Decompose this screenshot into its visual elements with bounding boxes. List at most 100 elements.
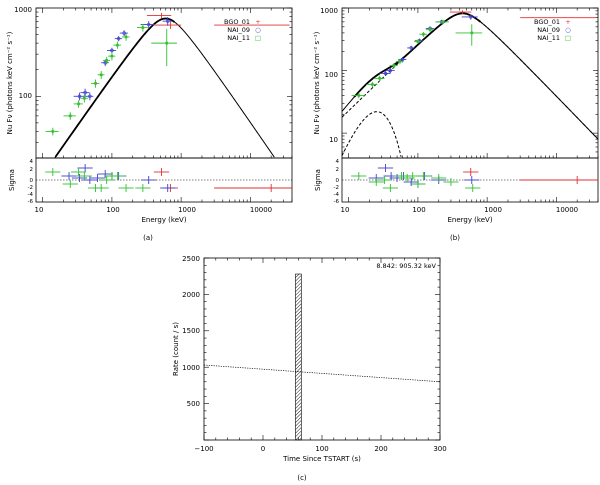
marker-nai09 [146,22,151,27]
panel-b: BGO_01 + NAI_09 ○ NAI_11 □ 10 100 1000 N… [313,7,599,242]
marker-nai09 [110,48,114,53]
panel-b-resid-tick-m6: -6 [334,199,340,205]
panel-c-x-tick-m100: −100 [194,445,213,453]
marker-nai11 [428,28,432,31]
marker-nai09 [88,94,92,98]
marker-nai11 [371,83,374,86]
marker-nai11 [94,82,97,85]
panel-b-resid-tick-4: 4 [336,159,340,165]
panel-b-x-tick-1000: 1000 [484,206,502,214]
panel-c-annotation: 8.842: 905.32 keV [376,262,436,270]
panel-a-y-label: Nu Fν (photons keV cm⁻² s⁻¹) [6,31,14,134]
panel-c-x-tick-100: 100 [315,445,328,453]
legend-symbol-bgo01: + [255,18,260,26]
panel-a-legend: BGO_01 + NAI_09 ○ NAI_11 □ [224,18,261,42]
panel-a-data-points [45,12,290,136]
panel-a-x-tick-100: 100 [106,206,119,214]
panel-a-x-tick-10: 10 [35,206,44,214]
legend-label-bgo01: BGO_01 [224,18,250,26]
marker-nai11 [116,43,119,47]
panel-b-resid-label: Sigma [314,169,322,191]
panel-c-y-label: Rate (count / s) [172,322,180,376]
marker-nai11 [416,40,420,43]
marker-nai11 [470,31,474,35]
panel-b-ticks [342,7,599,202]
marker-nai11 [99,73,103,77]
panel-c-y-tick-1500: 1500 [182,327,200,335]
panel-b-x-label: Energy (keV) [447,216,492,224]
panel-a-top-frame [35,7,293,159]
panel-b-resid-tick-m2: -2 [334,185,339,191]
marker-nai09 [409,46,413,50]
panel-a-x-tick-10000: 10000 [250,206,272,214]
marker-nai09 [122,31,126,35]
panel-a-resid-frame [35,157,293,203]
panel-b-x-tick-100: 100 [412,206,425,214]
marker-nai09 [469,15,473,19]
legend-label-bgo01: BGO_01 [534,18,560,26]
panel-b-y-tick-1000: 1000 [320,7,338,15]
model-curve-fit-range [353,12,481,98]
selected-interval [295,273,302,441]
panel-b-resid-tick-2: 2 [336,167,340,173]
marker-nai11 [124,35,128,39]
marker-nai11 [141,26,145,29]
panel-c-x-tick-200: 200 [374,445,387,453]
panel-c-caption: (c) [297,474,307,482]
panel-c-y-tick-500: 500 [187,400,200,408]
panel-b-y-tick-100: 100 [325,71,338,79]
panel-b-data-points [351,10,596,99]
panel-a-resid-tick-m4: -4 [28,192,34,198]
legend-symbol-nai09: ○ [255,26,261,34]
marker-nai11 [378,77,381,80]
panel-a-ticks [36,7,293,202]
marker-nai09 [388,68,393,73]
background-fit-line [203,364,441,383]
legend-label-nai09: NAI_09 [537,26,560,34]
panel-c-plot [203,273,441,441]
panel-c-y-tick-2000: 2000 [182,291,200,299]
marker-nai09 [116,36,121,41]
panel-b-resid-plot: 4 2 0 -2 -4 -6 Sigma 10 100 1000 10000 E… [314,157,599,224]
panel-a: BGO_01 + NAI_09 ○ NAI_11 □ 100 1000 Nu F… [6,6,293,242]
panel-b-residual-points [351,164,598,192]
panel-a-caption: (a) [143,234,153,242]
marker-nai09 [77,94,82,98]
marker-nai11 [83,96,86,100]
marker-nai11 [68,114,72,118]
panel-c: 8.842: 905.32 keV 500 1000 1500 2000 250… [172,255,447,482]
panel-a-model [54,17,275,159]
legend-symbol-nai09: ○ [565,26,571,34]
marker-nai09 [166,19,170,23]
panel-c-ticks [203,257,441,441]
legend-symbol-nai11: □ [255,34,261,42]
panel-a-x-tick-1000: 1000 [178,206,196,214]
marker-nai09 [383,71,388,76]
panel-b-legend: BGO_01 + NAI_09 ○ NAI_11 □ [534,18,571,42]
marker-nai09 [83,90,87,95]
panel-c-y-tick-1000: 1000 [182,364,200,372]
marker-nai11 [357,94,361,97]
legend-label-nai11: NAI_11 [227,34,250,42]
panel-b-y-label: Nu Fν (photons keV cm⁻² s⁻¹) [313,31,321,134]
panel-c-y-tick-2500: 2500 [182,255,200,263]
marker-nai11 [165,41,169,45]
marker-nai11 [51,130,55,133]
legend-symbol-bgo01: + [565,18,570,26]
panel-c-x-tick-300: 300 [433,445,446,453]
marker-nai11 [398,60,402,63]
panel-b-resid-tick-m4: -4 [334,192,340,198]
marker-nai11 [105,59,108,62]
panel-a-residual-points [45,164,292,192]
panel-b-resid-tick-0: 0 [336,178,340,184]
panel-b-top-plot: BGO_01 + NAI_09 ○ NAI_11 □ 10 100 1000 N… [313,7,599,202]
panel-a-resid-plot: 4 2 0 -2 -4 -6 Sigma 10 100 1000 10000 E… [8,157,293,224]
panel-b-y-tick-10: 10 [329,136,338,144]
model-curve-blackbody [341,111,402,157]
panel-a-resid-tick-m6: -6 [28,199,34,205]
panel-b-x-tick-10000: 10000 [556,206,578,214]
marker-nai11 [392,64,396,67]
panel-a-y-tick-1000: 1000 [14,6,32,14]
marker-nai11 [441,20,445,24]
